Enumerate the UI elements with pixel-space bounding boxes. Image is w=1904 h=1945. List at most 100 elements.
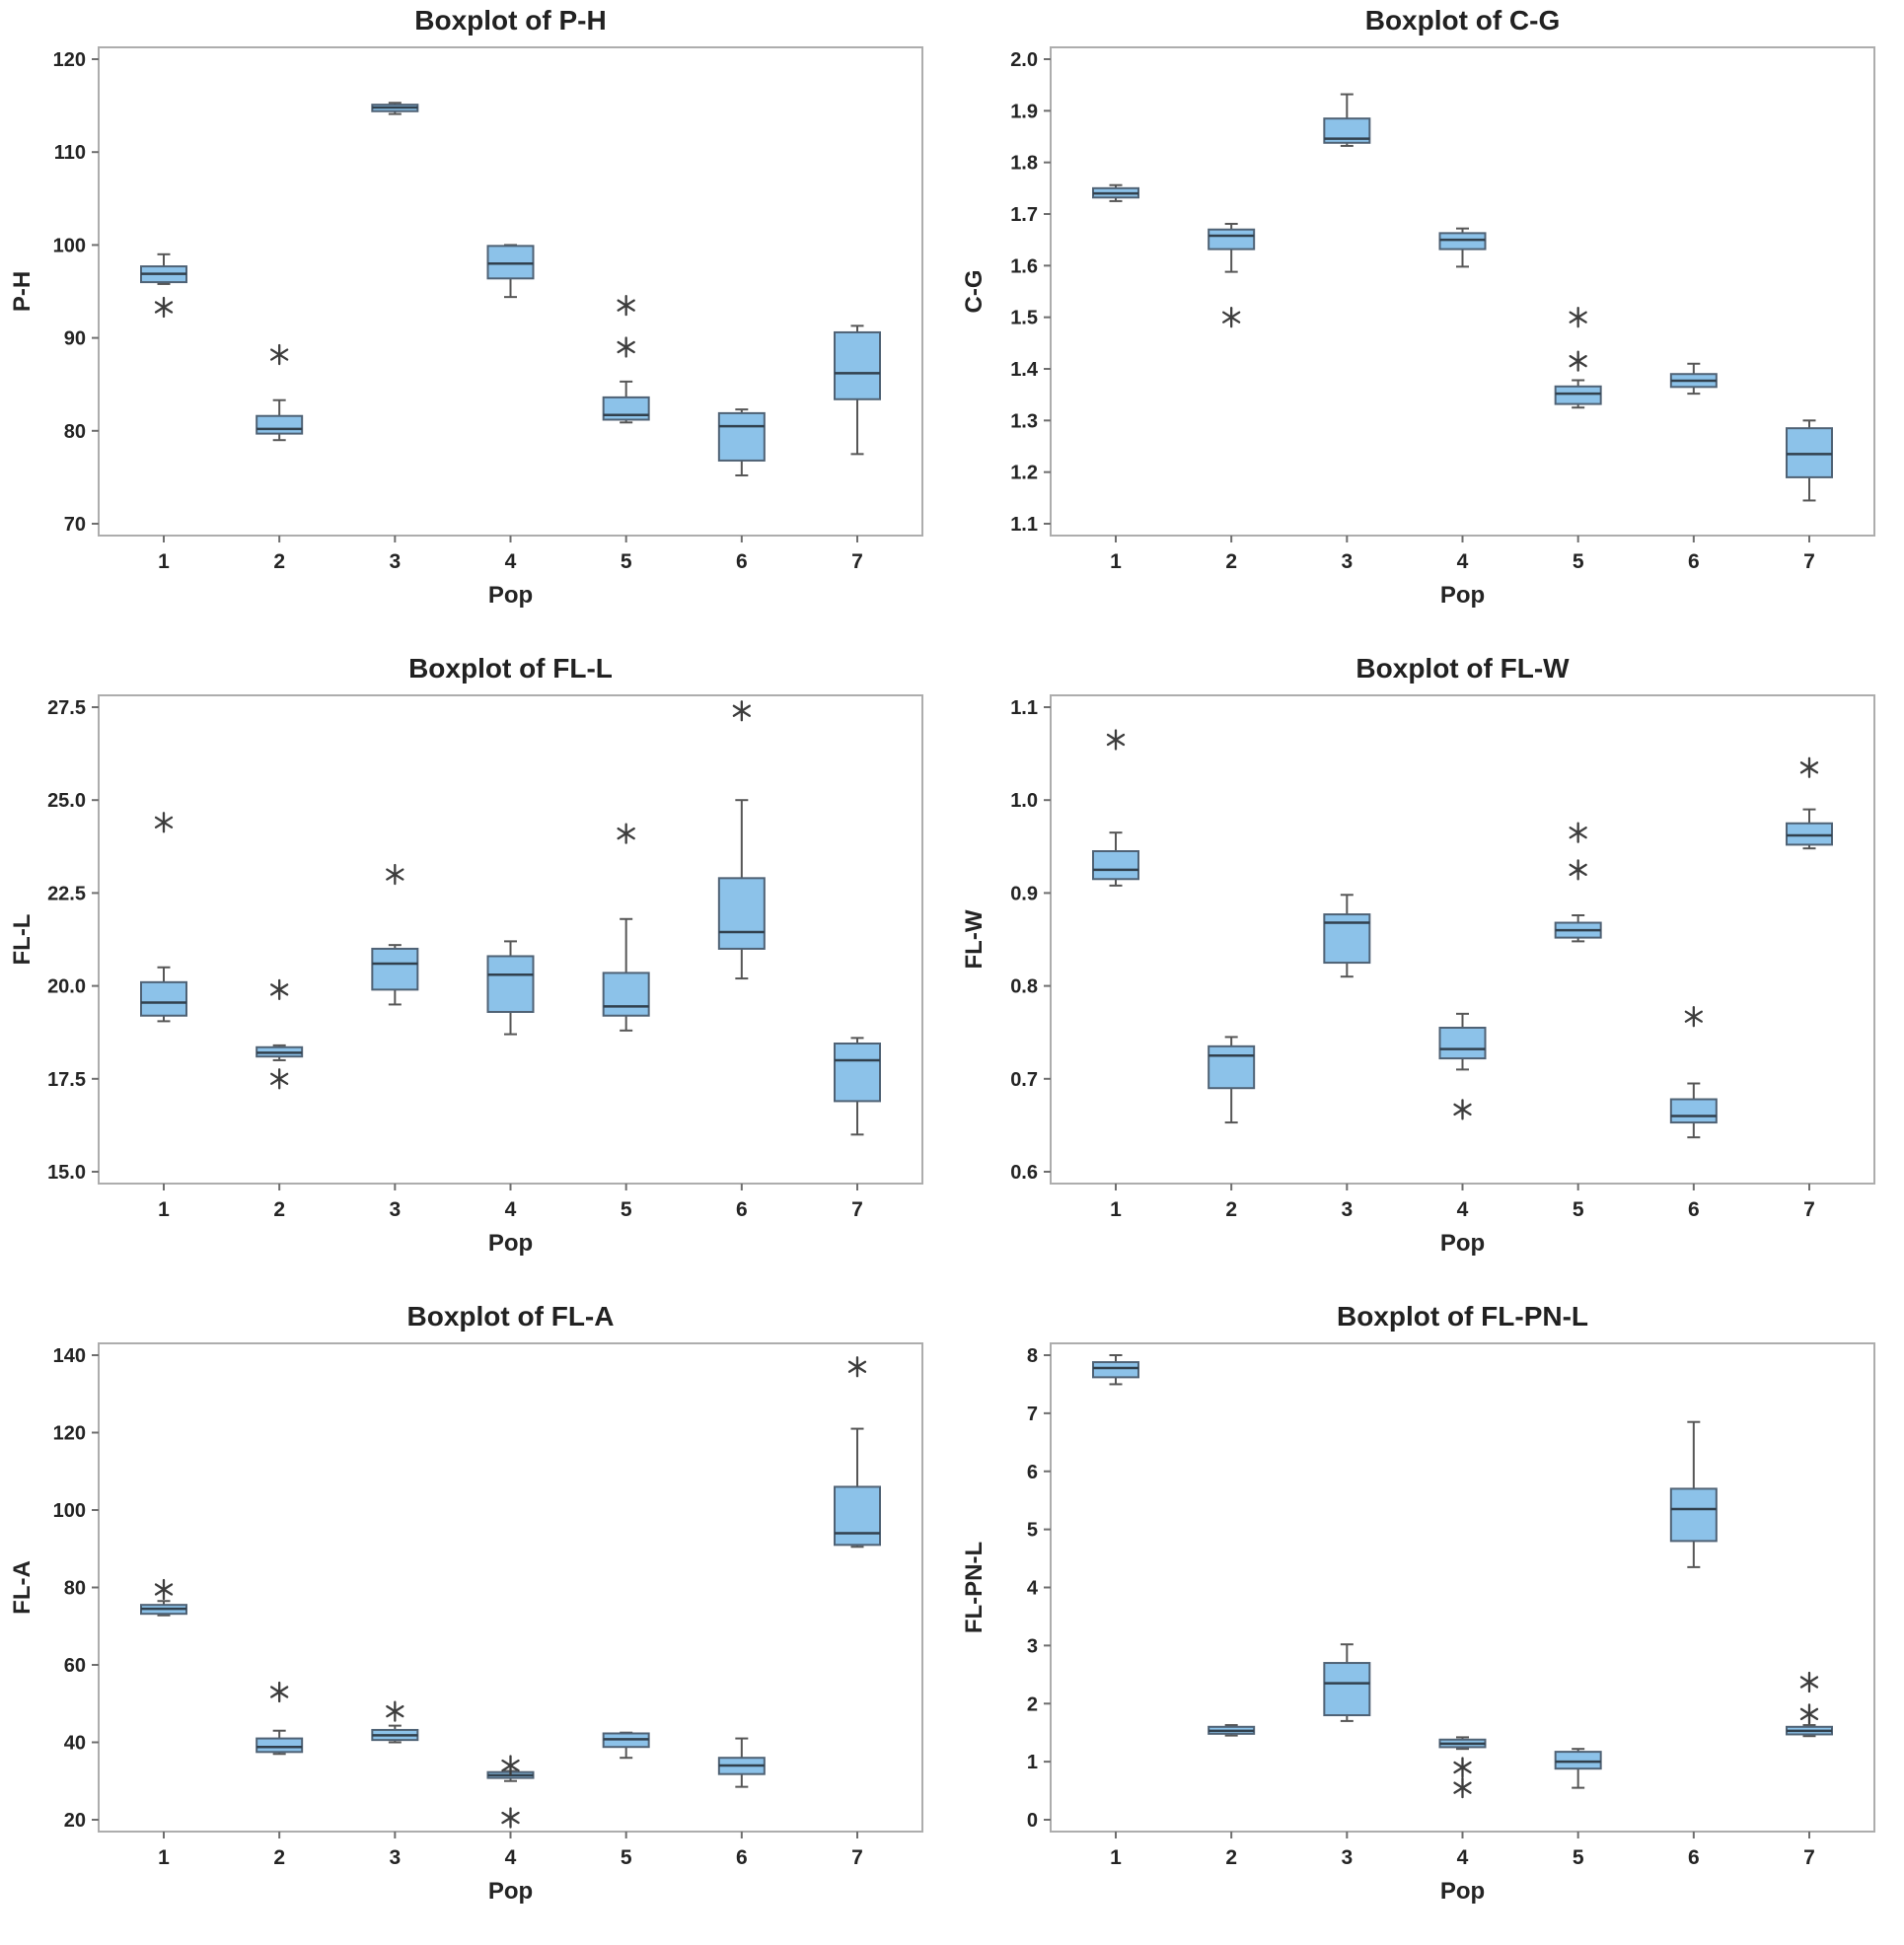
box-pop1 — [1092, 1354, 1139, 1386]
outlier-marker — [270, 978, 289, 1001]
outlier-marker — [270, 1681, 289, 1703]
outlier-marker — [154, 812, 174, 833]
box-pop6 — [717, 1737, 766, 1788]
box-pop7 — [834, 1356, 881, 1549]
x-tick-label: 4 — [1457, 1198, 1469, 1221]
iqr-box — [602, 972, 650, 1017]
chart-cell-p-h: Boxplot of P-H 70 80 90 100 110 120 P-H 1 2 3 4 5 6 7 P… — [0, 0, 952, 648]
outlier-stroke — [617, 827, 635, 840]
box-pop2 — [1208, 1036, 1256, 1124]
y-tick-label: 40 — [64, 1733, 86, 1755]
box-pop7 — [1786, 419, 1833, 502]
x-tick-label: 5 — [1573, 1846, 1584, 1869]
x-tick-label: 4 — [505, 550, 517, 573]
y-tick-label: 1.7 — [1010, 204, 1038, 226]
outlier-stroke — [386, 1704, 404, 1718]
box-pop2 — [1208, 1724, 1256, 1737]
y-tick-label: 140 — [53, 1345, 86, 1367]
chart-cell-fl-pn-l: Boxplot of FL-PN-L 0 1 2 3 4 5 6 7 8 FL-PN-L 1 2 3 4 5 6… — [952, 1296, 1904, 1944]
y-tick-label: 0 — [1027, 1810, 1038, 1832]
box-pop7 — [834, 324, 881, 456]
plot-frame — [1050, 1342, 1875, 1833]
boxplot-fl-pn-l: Boxplot of FL-PN-L 0 1 2 3 4 5 6 7 8 FL-PN-L 1 2 3 4 5 6… — [961, 1301, 1875, 1905]
y-tick-label: 15.0 — [47, 1162, 86, 1184]
outlier-marker — [1106, 729, 1126, 751]
y-tick-label: 8 — [1027, 1345, 1038, 1367]
x-tick-label: 1 — [158, 1198, 170, 1221]
outlier-marker — [1799, 1671, 1819, 1693]
x-tick-label: 6 — [736, 1198, 748, 1221]
y-tick-label: 0.7 — [1010, 1069, 1038, 1091]
outlier-marker — [270, 1068, 289, 1090]
y-tick-label: 2.0 — [1010, 49, 1038, 71]
iqr-box — [1438, 1026, 1487, 1060]
outlier-stroke — [501, 1759, 520, 1772]
box-pop5 — [1554, 822, 1602, 943]
y-tick-label: 0.9 — [1010, 883, 1038, 904]
y-tick-label: 17.5 — [47, 1069, 86, 1091]
x-tick-label: 1 — [158, 550, 170, 573]
x-tick-label: 3 — [1341, 1846, 1353, 1869]
y-tick-label: 6 — [1027, 1462, 1038, 1483]
outlier-stroke — [154, 816, 174, 828]
x-tick-label: 2 — [1225, 1198, 1237, 1221]
outlier-stroke — [501, 1811, 520, 1825]
box-pop1 — [140, 1578, 187, 1617]
y-tick-label: 0.6 — [1010, 1162, 1038, 1184]
outlier-stroke — [1453, 1781, 1472, 1794]
boxplot-fl-w: Boxplot of FL-W 0.6 0.7 0.8 0.9 1.0 1.1 FL-W 1 2 3… — [961, 653, 1875, 1257]
x-tick-label: 4 — [1457, 1846, 1469, 1869]
outlier-marker — [617, 823, 635, 844]
x-tick-label: 2 — [273, 550, 285, 573]
boxplot-c-g: Boxplot of C-G 1.1 1.2 1.3 1.4 1.5 1.6 1.7 1.8 1.… — [961, 5, 1875, 609]
x-tick-label: 7 — [851, 550, 863, 573]
outlier-stroke — [386, 868, 404, 881]
outlier-stroke — [1569, 354, 1587, 368]
y-tick-label: 90 — [64, 328, 86, 350]
boxplot-fl-l: Boxplot of FL-L 15.0 17.5 20.0 22.5 25.0 27.5 F… — [9, 653, 923, 1257]
iqr-box — [834, 1485, 881, 1547]
x-tick-label: 2 — [273, 1846, 285, 1869]
box-pop4 — [1438, 1012, 1487, 1120]
box-pop7 — [1786, 1671, 1833, 1738]
x-tick-label: 5 — [621, 550, 632, 573]
x-tick-label: 6 — [1688, 550, 1700, 573]
x-axis-label: Pop — [488, 582, 533, 609]
outlier-marker — [1569, 350, 1587, 372]
box-pop6 — [717, 700, 766, 980]
outlier-marker — [386, 1700, 404, 1722]
iqr-box — [1092, 1361, 1139, 1379]
outlier-marker — [847, 1356, 867, 1378]
y-axis-label: FL-A — [9, 1560, 36, 1615]
x-tick-label: 5 — [1573, 1198, 1584, 1221]
box-pop5 — [1554, 1748, 1602, 1789]
box-pop6 — [1669, 1420, 1718, 1568]
box-pop5 — [602, 1731, 650, 1760]
box-pop5 — [1554, 307, 1602, 409]
outlier-stroke — [1799, 1707, 1819, 1720]
outlier-stroke — [1799, 1676, 1819, 1689]
x-tick-label: 6 — [736, 550, 748, 573]
chart-title: Boxplot of P-H — [414, 5, 606, 36]
outlier-marker — [617, 336, 635, 358]
box-pop1 — [1092, 729, 1139, 887]
box-pop3 — [1323, 1643, 1371, 1722]
y-tick-label: 1.8 — [1010, 153, 1038, 175]
box-pop2 — [256, 1681, 304, 1756]
outlier-marker — [1569, 307, 1587, 328]
iqr-box — [602, 396, 650, 421]
y-tick-label: 100 — [53, 235, 86, 256]
x-tick-label: 3 — [1341, 1198, 1353, 1221]
x-tick-label: 2 — [1225, 550, 1237, 573]
outlier-marker — [1453, 1776, 1472, 1799]
x-tick-label: 4 — [1457, 550, 1469, 573]
x-tick-label: 6 — [1688, 1198, 1700, 1221]
outlier-stroke — [1222, 311, 1241, 324]
chart-cell-c-g: Boxplot of C-G 1.1 1.2 1.3 1.4 1.5 1.6 1.7 1.8 1.… — [952, 0, 1904, 648]
iqr-box — [1208, 1045, 1256, 1090]
x-tick-label: 3 — [389, 550, 401, 573]
x-tick-label: 6 — [1688, 1846, 1700, 1869]
y-tick-label: 1.1 — [1010, 514, 1038, 536]
outlier-stroke — [1106, 733, 1126, 747]
iqr-box — [371, 947, 419, 991]
